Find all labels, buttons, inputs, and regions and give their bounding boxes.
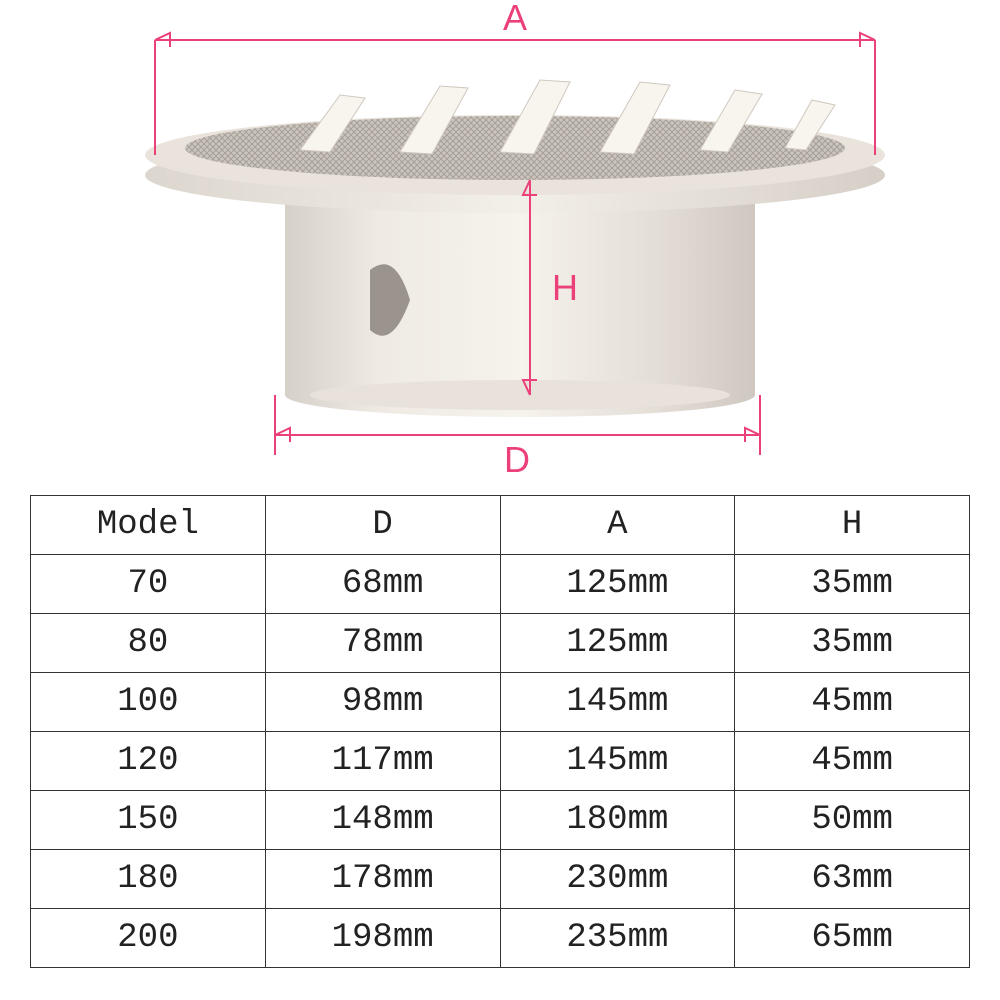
col-d: D	[265, 496, 500, 555]
table-cell: 235mm	[500, 909, 735, 968]
table-row: 150148mm180mm50mm	[31, 791, 970, 850]
table-cell: 125mm	[500, 614, 735, 673]
col-model: Model	[31, 496, 266, 555]
table-cell: 117mm	[265, 732, 500, 791]
table-cell: 120	[31, 732, 266, 791]
spec-table-container: Model D A H 7068mm125mm35mm8078mm125mm35…	[30, 495, 970, 968]
dimension-d-label: D	[504, 439, 530, 480]
table-cell: 100	[31, 673, 266, 732]
table-header-row: Model D A H	[31, 496, 970, 555]
table-cell: 200	[31, 909, 266, 968]
table-row: 120117mm145mm45mm	[31, 732, 970, 791]
col-a: A	[500, 496, 735, 555]
table-cell: 148mm	[265, 791, 500, 850]
table-cell: 45mm	[735, 732, 970, 791]
table-cell: 98mm	[265, 673, 500, 732]
table-cell: 180	[31, 850, 266, 909]
table-cell: 70	[31, 555, 266, 614]
dimension-h-label: H	[552, 267, 578, 308]
table-cell: 145mm	[500, 673, 735, 732]
table-cell: 145mm	[500, 732, 735, 791]
table-cell: 78mm	[265, 614, 500, 673]
table-row: 180178mm230mm63mm	[31, 850, 970, 909]
table-cell: 150	[31, 791, 266, 850]
table-cell: 198mm	[265, 909, 500, 968]
table-cell: 63mm	[735, 850, 970, 909]
table-row: 200198mm235mm65mm	[31, 909, 970, 968]
table-row: 8078mm125mm35mm	[31, 614, 970, 673]
col-h: H	[735, 496, 970, 555]
table-cell: 45mm	[735, 673, 970, 732]
table-cell: 50mm	[735, 791, 970, 850]
table-cell: 35mm	[735, 555, 970, 614]
table-row: 10098mm145mm45mm	[31, 673, 970, 732]
table-cell: 35mm	[735, 614, 970, 673]
product-dimension-diagram: A H D	[0, 0, 1000, 500]
dimension-a-label: A	[503, 0, 527, 38]
table-row: 7068mm125mm35mm	[31, 555, 970, 614]
table-cell: 65mm	[735, 909, 970, 968]
table-cell: 125mm	[500, 555, 735, 614]
table-cell: 230mm	[500, 850, 735, 909]
spec-table: Model D A H 7068mm125mm35mm8078mm125mm35…	[30, 495, 970, 968]
table-cell: 68mm	[265, 555, 500, 614]
table-cell: 80	[31, 614, 266, 673]
table-cell: 178mm	[265, 850, 500, 909]
table-cell: 180mm	[500, 791, 735, 850]
